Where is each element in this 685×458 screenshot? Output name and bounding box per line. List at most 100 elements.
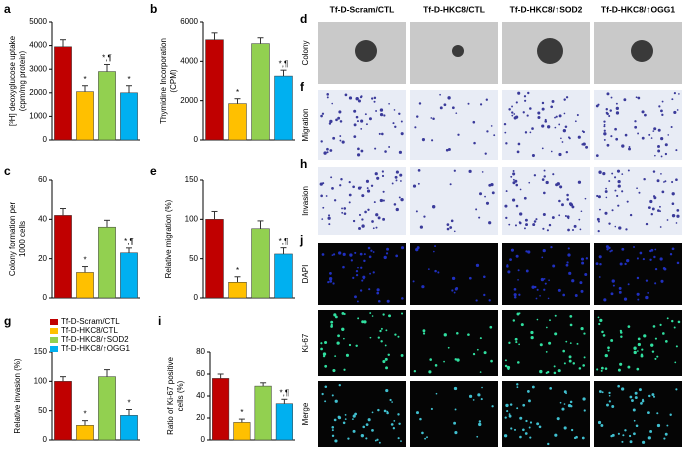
colony bbox=[631, 40, 653, 62]
cell bbox=[379, 329, 382, 333]
cell bbox=[604, 353, 608, 358]
cell bbox=[370, 249, 373, 252]
cell bbox=[424, 437, 427, 440]
cell bbox=[547, 370, 550, 374]
cell bbox=[324, 385, 328, 388]
cell bbox=[597, 420, 602, 425]
column-header: Tf-D-HKC8/↑SOD2 bbox=[510, 4, 583, 14]
cell bbox=[629, 440, 633, 444]
error-bar bbox=[60, 208, 66, 216]
cell bbox=[485, 98, 488, 101]
cell bbox=[509, 258, 512, 261]
error-bar bbox=[104, 369, 110, 377]
cell bbox=[338, 251, 342, 255]
cell bbox=[567, 217, 570, 220]
cell bbox=[621, 440, 624, 443]
cell bbox=[664, 180, 667, 183]
cell bbox=[354, 295, 357, 299]
cell bbox=[601, 391, 604, 394]
panel-letter: b bbox=[150, 2, 157, 16]
cell bbox=[479, 192, 483, 196]
cell bbox=[332, 368, 336, 373]
cell bbox=[525, 250, 528, 253]
cell bbox=[518, 293, 521, 296]
cell bbox=[368, 288, 371, 291]
bar bbox=[54, 381, 72, 441]
cell bbox=[671, 180, 674, 184]
cell bbox=[348, 201, 351, 204]
y-tick-label: 5000 bbox=[29, 17, 47, 26]
cell bbox=[432, 117, 435, 120]
cell bbox=[568, 359, 572, 363]
cell bbox=[533, 174, 537, 177]
cell bbox=[614, 189, 617, 192]
cell bbox=[647, 292, 650, 294]
y-tick-label: 20 bbox=[38, 254, 47, 263]
cell bbox=[629, 395, 633, 399]
error-bar bbox=[211, 32, 218, 40]
cell bbox=[652, 325, 656, 328]
cell bbox=[563, 362, 566, 365]
cell bbox=[567, 247, 570, 250]
error-bar bbox=[280, 69, 287, 77]
cell bbox=[605, 187, 607, 190]
cell bbox=[580, 289, 584, 293]
cell bbox=[413, 370, 417, 373]
cell bbox=[571, 205, 575, 209]
cell bbox=[417, 182, 420, 185]
cell bbox=[486, 130, 489, 133]
cell bbox=[353, 109, 357, 113]
cell bbox=[659, 210, 661, 213]
cell bbox=[595, 154, 599, 157]
cell bbox=[388, 102, 390, 105]
cell bbox=[510, 248, 514, 252]
row-label: Colony bbox=[301, 41, 310, 66]
cell bbox=[508, 414, 512, 418]
cell bbox=[610, 96, 613, 99]
cell bbox=[379, 108, 384, 112]
cell bbox=[507, 367, 510, 371]
cell bbox=[511, 198, 516, 202]
cell bbox=[517, 142, 521, 146]
cell bbox=[431, 139, 434, 142]
cell bbox=[329, 280, 333, 283]
cell bbox=[516, 386, 519, 389]
cell bbox=[543, 169, 546, 172]
cell bbox=[660, 172, 662, 175]
cell bbox=[422, 332, 426, 335]
cell bbox=[675, 178, 678, 182]
cell bbox=[555, 115, 558, 118]
cell bbox=[581, 436, 585, 440]
cell bbox=[598, 322, 601, 326]
cell bbox=[617, 180, 621, 184]
y-tick-label: 100 bbox=[34, 376, 48, 385]
cell bbox=[453, 169, 456, 172]
cell bbox=[659, 205, 661, 208]
cell bbox=[331, 187, 334, 190]
cell bbox=[447, 148, 451, 151]
cell bbox=[481, 386, 483, 389]
cell bbox=[348, 181, 351, 184]
cell bbox=[534, 285, 537, 289]
cell bbox=[539, 343, 543, 347]
cell bbox=[651, 207, 655, 211]
cell bbox=[373, 100, 376, 103]
cell bbox=[367, 246, 371, 250]
cell bbox=[640, 402, 643, 405]
bar bbox=[251, 43, 270, 141]
cell bbox=[355, 274, 359, 277]
cell bbox=[360, 433, 365, 438]
cell bbox=[392, 122, 395, 125]
cell bbox=[454, 287, 458, 291]
cell bbox=[536, 422, 540, 426]
significance: *,¶ bbox=[279, 237, 289, 246]
cell bbox=[566, 193, 569, 197]
cell bbox=[652, 170, 656, 173]
cell bbox=[468, 169, 472, 173]
cell bbox=[563, 112, 566, 115]
cell bbox=[550, 150, 553, 153]
cell bbox=[565, 96, 569, 99]
error-bar bbox=[104, 219, 110, 228]
cell bbox=[341, 211, 344, 214]
cell bbox=[375, 110, 378, 112]
